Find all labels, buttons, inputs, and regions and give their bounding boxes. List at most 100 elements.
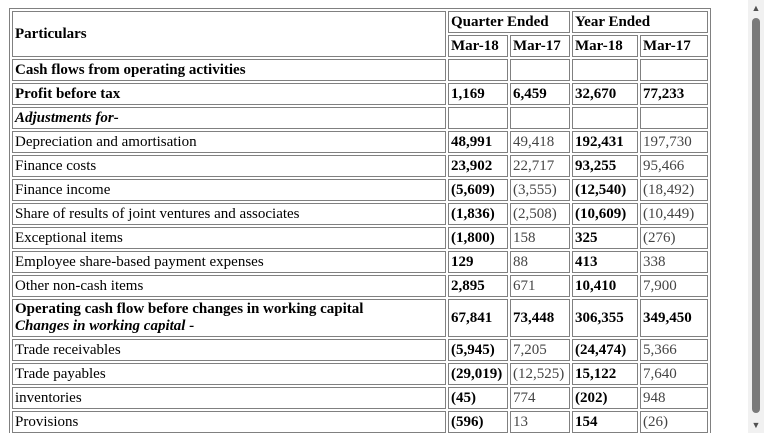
cell-value: 774 bbox=[510, 387, 570, 409]
row-label: Trade receivables bbox=[12, 339, 446, 361]
table-row: Operating cash flow before changes in wo… bbox=[12, 299, 708, 337]
cell-value: 13 bbox=[510, 411, 570, 433]
cell-value bbox=[572, 59, 638, 81]
cell-value bbox=[640, 107, 708, 129]
row-label: Profit before tax bbox=[12, 83, 446, 105]
table-row: Cash flows from operating activities bbox=[12, 59, 708, 81]
row-label: Exceptional items bbox=[12, 227, 446, 249]
row-label: Cash flows from operating activities bbox=[12, 59, 446, 81]
scroll-up-arrow-icon[interactable]: ▲ bbox=[751, 3, 761, 13]
cell-value: 48,991 bbox=[448, 131, 508, 153]
row-label: Finance income bbox=[12, 179, 446, 201]
row-label: Adjustments for- bbox=[12, 107, 446, 129]
cell-value: 129 bbox=[448, 251, 508, 273]
cell-value: 49,418 bbox=[510, 131, 570, 153]
cell-value: 32,670 bbox=[572, 83, 638, 105]
subheader-row: Mar-18 Mar-17 Mar-18 Mar-17 bbox=[12, 35, 708, 57]
cell-value: (29,019) bbox=[448, 363, 508, 385]
cell-value: 5,366 bbox=[640, 339, 708, 361]
cell-value: 1,169 bbox=[448, 83, 508, 105]
cell-value: 7,900 bbox=[640, 275, 708, 297]
cell-value: 77,233 bbox=[640, 83, 708, 105]
cell-value: 6,459 bbox=[510, 83, 570, 105]
cell-value: (3,555) bbox=[510, 179, 570, 201]
cell-value: (202) bbox=[572, 387, 638, 409]
cell-value: 671 bbox=[510, 275, 570, 297]
cell-value: 93,255 bbox=[572, 155, 638, 177]
cell-value: 67,841 bbox=[448, 299, 508, 337]
cell-value bbox=[510, 59, 570, 81]
row-label: Finance costs bbox=[12, 155, 446, 177]
table-row: Trade receivables (5,945) 7,205 (24,474)… bbox=[12, 339, 708, 361]
cell-value bbox=[640, 59, 708, 81]
row-label-main: Operating cash flow before changes in wo… bbox=[15, 301, 364, 317]
cell-value: 7,205 bbox=[510, 339, 570, 361]
scroll-down-arrow-icon[interactable]: ▼ bbox=[751, 420, 761, 430]
cell-value: 73,448 bbox=[510, 299, 570, 337]
cell-value: 15,122 bbox=[572, 363, 638, 385]
cell-value: 413 bbox=[572, 251, 638, 273]
row-label: inventories bbox=[12, 387, 446, 409]
table-row: Other non-cash items 2,895 671 10,410 7,… bbox=[12, 275, 708, 297]
cell-value bbox=[510, 107, 570, 129]
cell-value: (1,800) bbox=[448, 227, 508, 249]
cell-value: 2,895 bbox=[448, 275, 508, 297]
cell-value: (12,525) bbox=[510, 363, 570, 385]
particulars-header: Particulars bbox=[12, 11, 446, 57]
table-row: Exceptional items (1,800) 158 325 (276) bbox=[12, 227, 708, 249]
cell-value: (10,609) bbox=[572, 203, 638, 225]
cell-value: (596) bbox=[448, 411, 508, 433]
cell-value: 95,466 bbox=[640, 155, 708, 177]
cell-value: 325 bbox=[572, 227, 638, 249]
table-row: Trade payables (29,019) (12,525) 15,122 … bbox=[12, 363, 708, 385]
cell-value: (12,540) bbox=[572, 179, 638, 201]
table-row: Profit before tax 1,169 6,459 32,670 77,… bbox=[12, 83, 708, 105]
cell-value: 306,355 bbox=[572, 299, 638, 337]
cell-value: (26) bbox=[640, 411, 708, 433]
cell-value: (5,945) bbox=[448, 339, 508, 361]
year-ended-header: Year Ended bbox=[572, 11, 708, 33]
cell-value bbox=[448, 107, 508, 129]
cell-value: 349,450 bbox=[640, 299, 708, 337]
cell-value: (18,492) bbox=[640, 179, 708, 201]
table-row: Finance costs 23,902 22,717 93,255 95,46… bbox=[12, 155, 708, 177]
row-label: Trade payables bbox=[12, 363, 446, 385]
table-row: Provisions (596) 13 154 (26) bbox=[12, 411, 708, 433]
row-label: Depreciation and amortisation bbox=[12, 131, 446, 153]
table-row: Share of results of joint ventures and a… bbox=[12, 203, 708, 225]
table-row: Finance income (5,609) (3,555) (12,540) … bbox=[12, 179, 708, 201]
cell-value: (1,836) bbox=[448, 203, 508, 225]
document-viewport: Particulars Quarter Ended Year Ended Mar… bbox=[9, 8, 711, 433]
table-row: Depreciation and amortisation 48,991 49,… bbox=[12, 131, 708, 153]
row-sublabel: Changes in working capital - bbox=[15, 318, 195, 334]
column-header: Mar-17 bbox=[640, 35, 708, 57]
cell-value: (24,474) bbox=[572, 339, 638, 361]
row-label: Other non-cash items bbox=[12, 275, 446, 297]
cell-value: 10,410 bbox=[572, 275, 638, 297]
row-label: Share of results of joint ventures and a… bbox=[12, 203, 446, 225]
row-label: Operating cash flow before changes in wo… bbox=[12, 299, 446, 337]
column-header: Mar-18 bbox=[572, 35, 638, 57]
header-row: Particulars Quarter Ended Year Ended bbox=[12, 11, 708, 57]
cell-value bbox=[572, 107, 638, 129]
quarter-ended-header: Quarter Ended bbox=[448, 11, 570, 33]
cell-value: 158 bbox=[510, 227, 570, 249]
vertical-scrollbar[interactable]: ▲ ▼ bbox=[748, 0, 764, 433]
table-row: inventories (45) 774 (202) 948 bbox=[12, 387, 708, 409]
cell-value: 192,431 bbox=[572, 131, 638, 153]
column-header: Mar-18 bbox=[448, 35, 508, 57]
row-label: Employee share-based payment expenses bbox=[12, 251, 446, 273]
cell-value: 22,717 bbox=[510, 155, 570, 177]
cell-value: 23,902 bbox=[448, 155, 508, 177]
cash-flow-table: Particulars Quarter Ended Year Ended Mar… bbox=[9, 8, 711, 433]
table-row: Employee share-based payment expenses 12… bbox=[12, 251, 708, 273]
cell-value: (5,609) bbox=[448, 179, 508, 201]
scrollbar-thumb[interactable] bbox=[752, 18, 760, 413]
cell-value bbox=[448, 59, 508, 81]
row-label: Provisions bbox=[12, 411, 446, 433]
cell-value: 7,640 bbox=[640, 363, 708, 385]
cell-value: 88 bbox=[510, 251, 570, 273]
column-header: Mar-17 bbox=[510, 35, 570, 57]
cell-value: 154 bbox=[572, 411, 638, 433]
cell-value: 338 bbox=[640, 251, 708, 273]
